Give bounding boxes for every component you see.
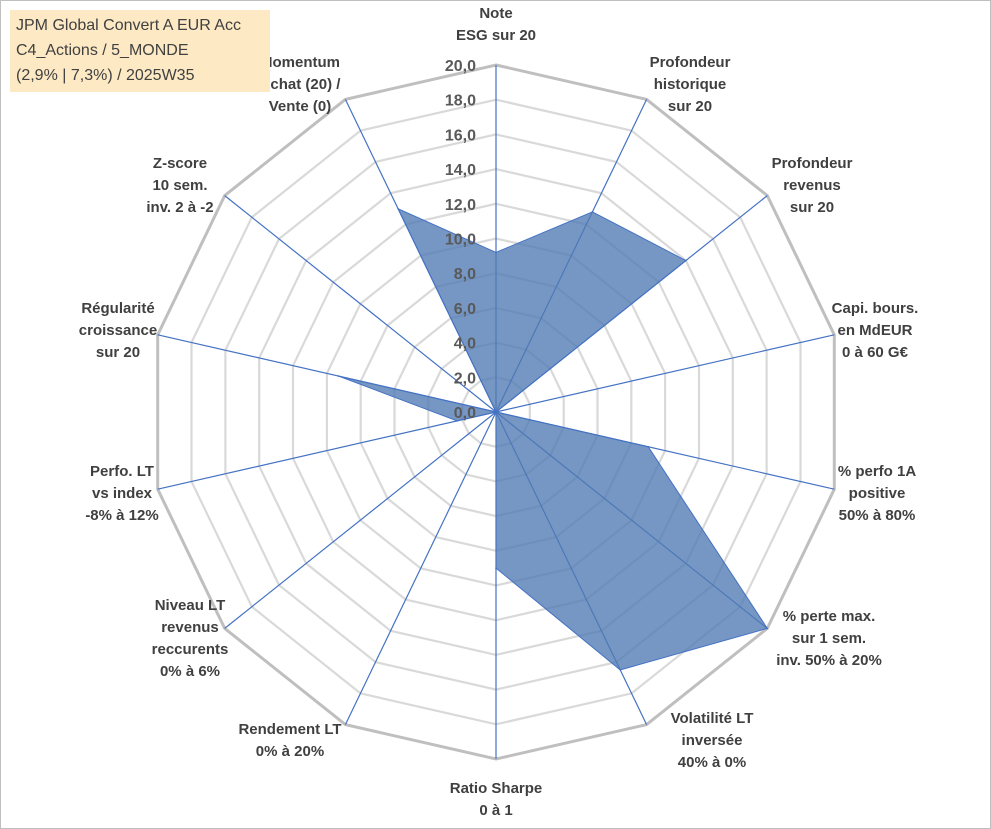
axis-label: Régularité croissance sur 20 (79, 300, 157, 361)
axis-spoke (495, 334, 835, 413)
data-point (397, 208, 399, 210)
axis-spoke (157, 411, 497, 490)
axis-label-line: revenus (161, 619, 219, 636)
radial-tick-label: 6,0 (454, 301, 476, 318)
radial-tick-label: 20,0 (445, 58, 476, 75)
data-point (591, 211, 594, 213)
axis-label: Momentum Achat (20) / Vente (0) (260, 54, 342, 115)
radial-tick-label: 4,0 (454, 336, 476, 353)
series-area (338, 207, 769, 671)
axis-label: Perfo. LT vs index -8% à 12% (85, 463, 158, 524)
data-point (619, 669, 621, 671)
axis-label-line: sur 20 (668, 98, 712, 115)
axis-label-line: -8% à 12% (85, 507, 158, 524)
data-point (647, 445, 649, 448)
axis-label-line: inv. 2 à -2 (146, 199, 213, 216)
data-point (495, 251, 497, 254)
radial-tick-label: 12,0 (445, 197, 476, 214)
axis-label-line: sur 20 (96, 344, 140, 361)
data-point (685, 259, 687, 262)
axis-label: Niveau LT revenus reccurents 0% à 6% (152, 597, 229, 680)
radial-tick-label: 14,0 (445, 162, 476, 179)
axis-label-line: 10 sem. (152, 177, 207, 194)
radial-tick-label: 18,0 (445, 93, 476, 110)
chart-title-box: JPM Global Convert A EUR Acc C4_Actions … (10, 10, 270, 92)
axis-label-line: reccurents (152, 641, 229, 658)
axis-label-line: Rendement LT (238, 721, 341, 738)
axis-label-line: Ratio Sharpe (450, 780, 543, 797)
axis-label-line: % perfo 1A (838, 463, 917, 480)
axis-label-line: Niveau LT (155, 597, 226, 614)
axis-spoke (224, 411, 497, 629)
data-point (766, 627, 769, 630)
axis-label-line: croissance (79, 322, 157, 339)
radial-tick-label: 0,0 (454, 405, 476, 422)
axis-label: Profondeur revenus sur 20 (772, 155, 853, 216)
axis-label-line: Achat (20) / (260, 76, 342, 93)
radial-tick-label: 16,0 (445, 127, 476, 144)
axis-label-line: Z-score (153, 155, 207, 172)
data-series (337, 207, 769, 671)
axis-label-line: sur 20 (790, 199, 834, 216)
axis-label-line: Profondeur (650, 54, 731, 71)
chart-subtitle-line: C4_Actions / 5_MONDE (16, 42, 189, 59)
data-point (337, 375, 340, 377)
axis-label: Capi. bours. en MdEUR 0 à 60 G€ (832, 300, 919, 361)
axis-labels: Note ESG sur 20 Profondeur historique sur 20… (79, 5, 919, 819)
radial-tick-labels: 0,0 2,0 4,0 6,0 8,0 10,0 12,0 14,0 16,0 18,0 20,0 (445, 58, 476, 422)
radial-tick-label: 8,0 (454, 266, 476, 283)
axis-label-line: Capi. bours. (832, 300, 919, 317)
axis-label-line: vs index (92, 485, 153, 502)
axis-label-line: 50% à 80% (839, 507, 916, 524)
axis-label-line: en MdEUR (838, 322, 913, 339)
radial-tick-label: 2,0 (454, 370, 476, 387)
axis-label-line: Vente (0) (269, 98, 332, 115)
data-point (495, 567, 497, 569)
axis-label-line: Régularité (81, 300, 154, 317)
axis-label-line: Note (479, 5, 512, 22)
axis-label-line: 40% à 0% (678, 754, 746, 771)
axis-label-line: Profondeur (772, 155, 853, 172)
axis-label-line: 0% à 6% (160, 663, 220, 680)
axis-label: Note ESG sur 20 (456, 5, 536, 44)
axis-spoke (344, 411, 497, 725)
axis-label-line: % perte max. (783, 608, 876, 625)
data-point (495, 411, 497, 413)
axis-label: Ratio Sharpe 0 à 1 (450, 780, 543, 819)
axis-label-line: revenus (783, 177, 841, 194)
axis-label: Rendement LT 0% à 20% (238, 721, 341, 760)
axis-label-line: ESG sur 20 (456, 27, 536, 44)
axis-label-line: inv. 50% à 20% (776, 652, 882, 669)
axis-label-line: Momentum (260, 54, 340, 71)
axis-label-line: Perfo. LT (90, 463, 154, 480)
axis-label: % perte max. sur 1 sem. inv. 50% à 20% (776, 608, 882, 669)
axis-label-line: 0 à 60 G€ (842, 344, 909, 361)
axis-label: Z-score 10 sem. inv. 2 à -2 (146, 155, 213, 216)
axis-label-line: 0 à 1 (479, 802, 512, 819)
axis-label: Volatilité LT inversée 40% à 0% (671, 710, 754, 771)
axis-label-line: sur 1 sem. (792, 630, 866, 647)
axis-label-line: 0% à 20% (256, 743, 324, 760)
axis-label-line: Volatilité LT (671, 710, 754, 727)
axis-label: % perfo 1A positive 50% à 80% (838, 463, 917, 524)
axis-label-line: inversée (682, 732, 743, 749)
data-point (456, 420, 458, 422)
radial-tick-label: 10,0 (445, 232, 476, 249)
chart-title-line: JPM Global Convert A EUR Acc (16, 17, 241, 34)
axis-label-line: positive (849, 485, 906, 502)
axis-label: Profondeur historique sur 20 (650, 54, 731, 115)
axis-label-line: historique (654, 76, 727, 93)
chart-info-line: (2,9% | 7,3%) / 2025W35 (16, 67, 195, 84)
axis-spoke (224, 195, 497, 413)
